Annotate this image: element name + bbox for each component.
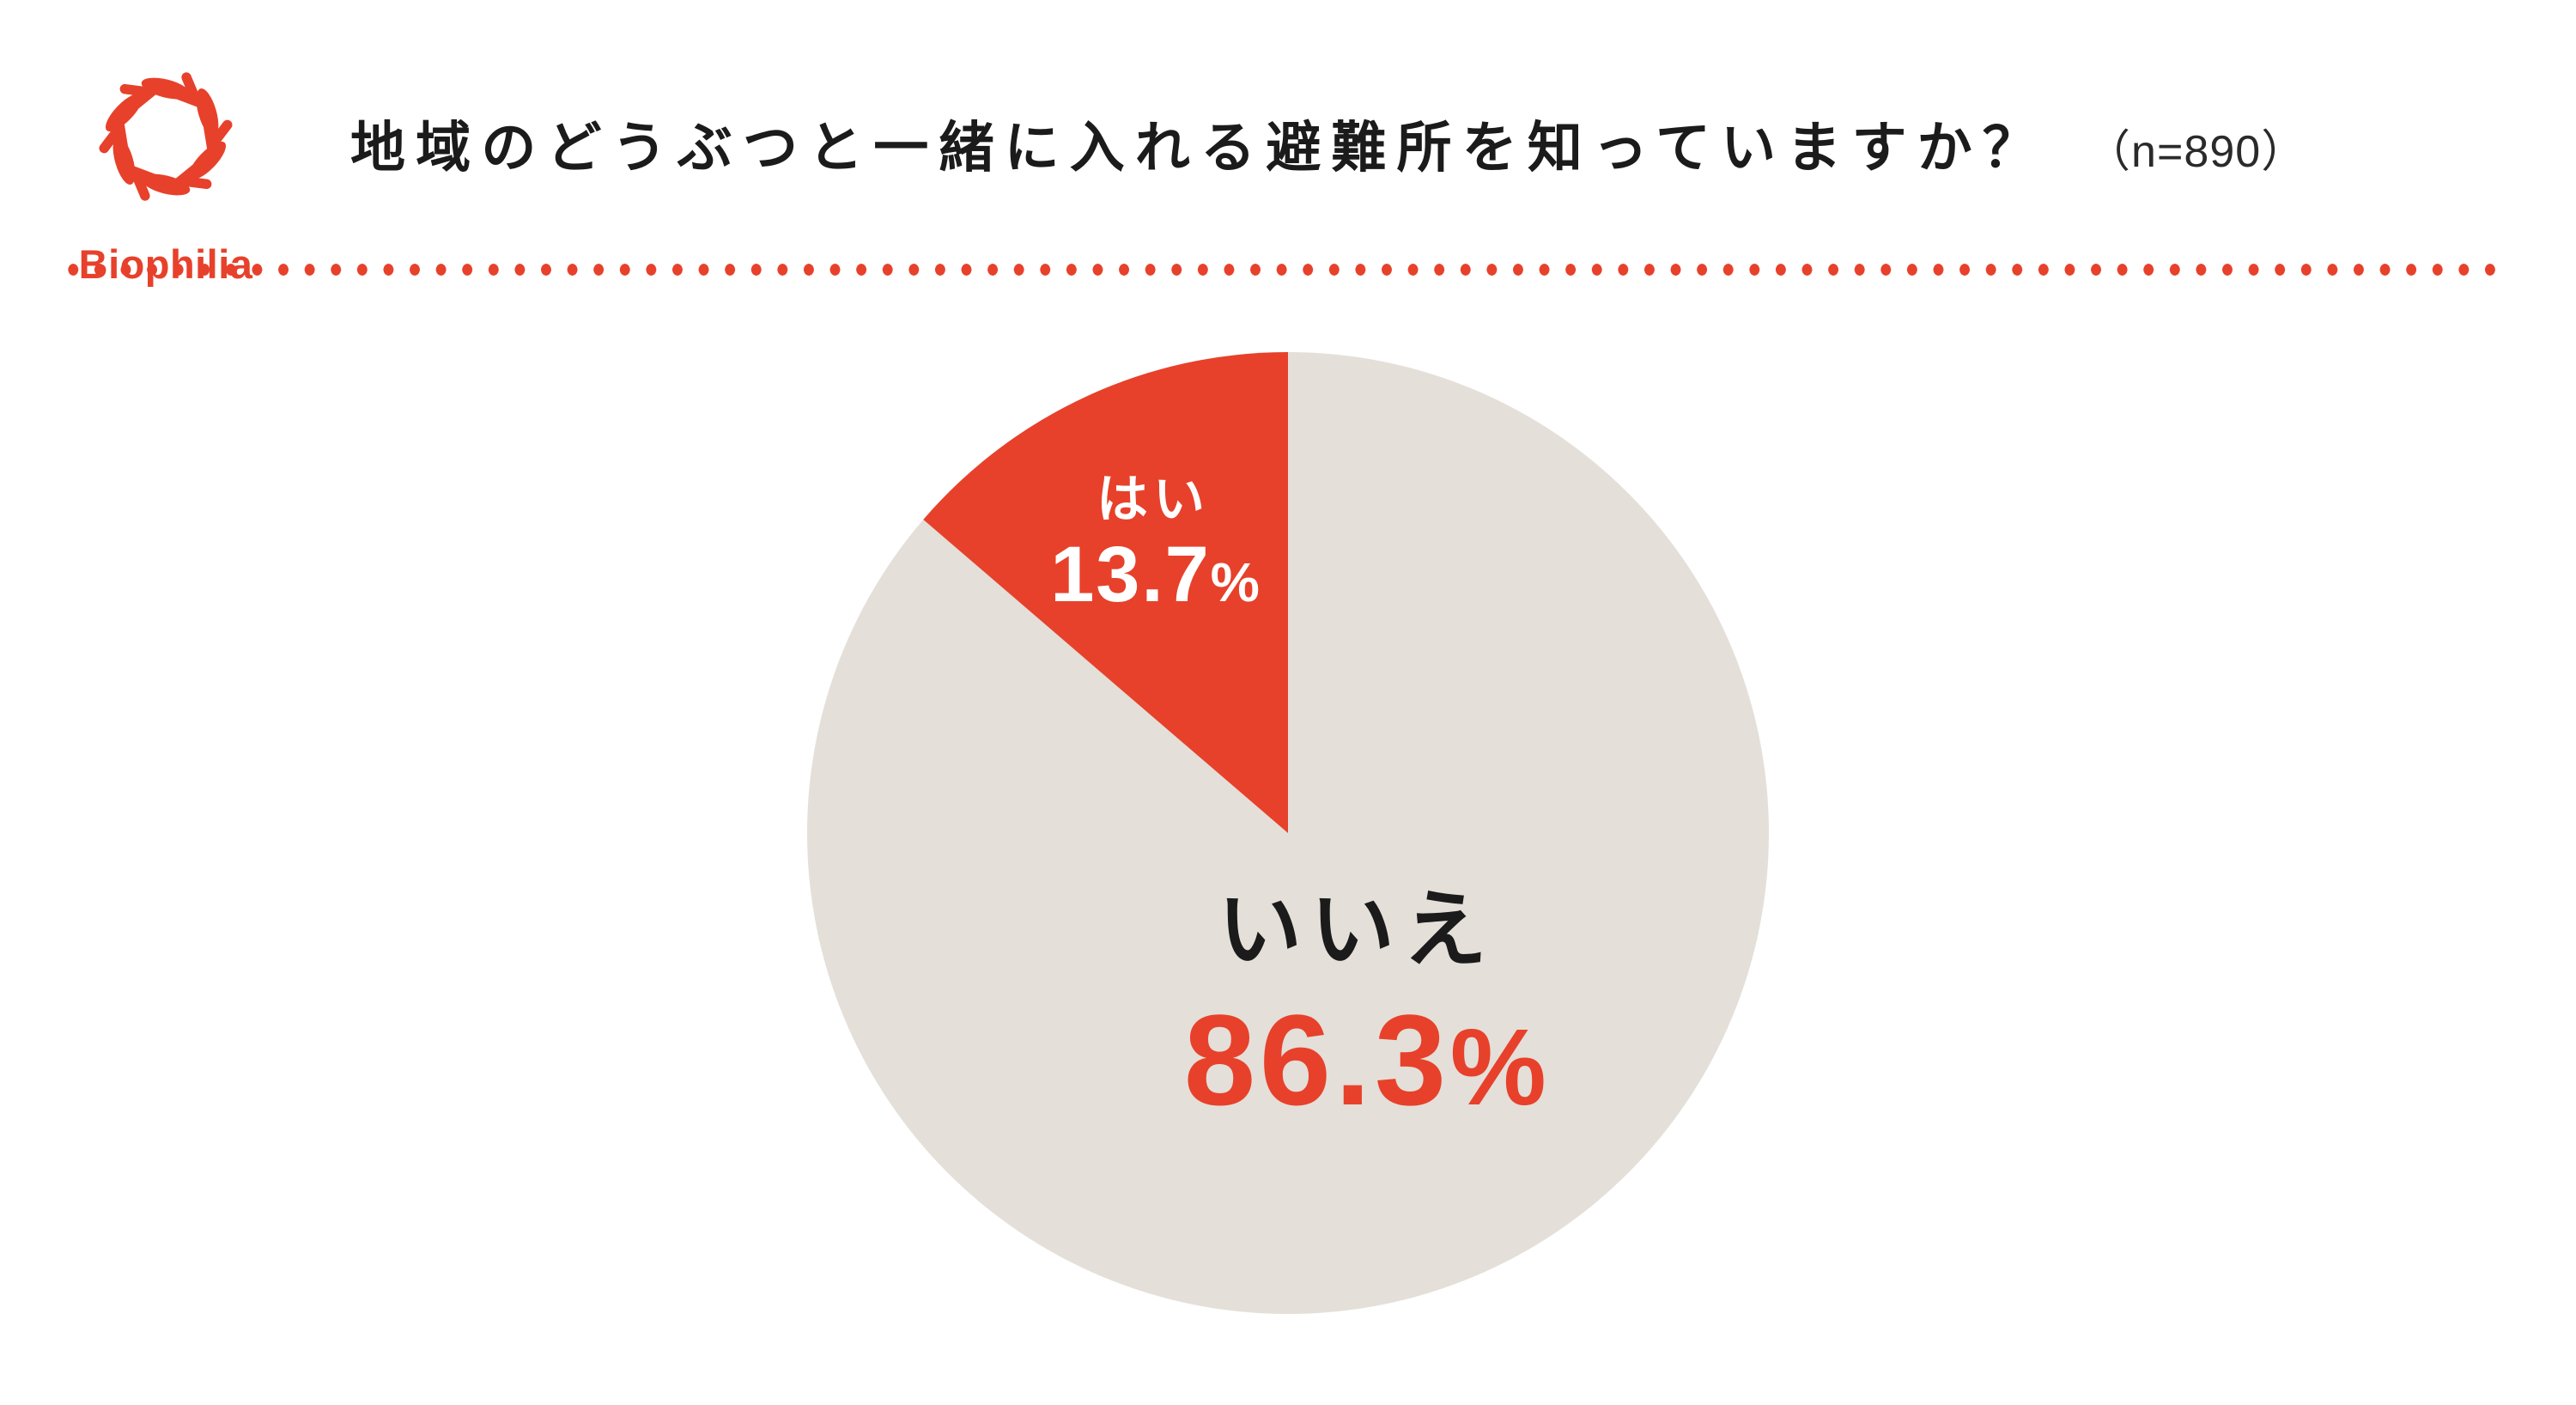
slice-label-no-text: いいえ bbox=[1218, 882, 1496, 976]
wreath-icon bbox=[99, 72, 233, 201]
slice-label-yes: はい bbox=[1097, 474, 1210, 526]
dotted-divider bbox=[60, 262, 2504, 277]
slice-value-yes-number: 13.7 bbox=[1050, 531, 1211, 618]
pie-slice-yes bbox=[923, 352, 1288, 833]
sample-size-note: （n=890） bbox=[2085, 127, 2307, 177]
slice-value-yes: 13.7% bbox=[1050, 535, 1261, 614]
biophilia-logo: Biophilia bbox=[76, 50, 256, 286]
wreath-leaves bbox=[99, 72, 233, 201]
slice-value-no: 86.3% bbox=[1184, 995, 1551, 1124]
pie-chart: はい 13.7% いいえ 86.3% bbox=[807, 352, 1769, 1314]
slice-value-yes-percent-sign: % bbox=[1210, 551, 1261, 613]
slice-label-no: いいえ bbox=[1218, 887, 1495, 971]
pie-svg bbox=[807, 352, 1769, 1314]
slice-label-yes-text: はい bbox=[1097, 471, 1210, 528]
slice-value-no-percent-sign: % bbox=[1449, 1007, 1551, 1128]
page-title: 地域のどうぶつと一緒に入れる避難所を知っていますか？ bbox=[350, 117, 2048, 179]
title-row: 地域のどうぶつと一緒に入れる避難所を知っていますか？ （n=890） bbox=[350, 115, 2306, 180]
slice-value-no-number: 86.3 bbox=[1183, 988, 1450, 1132]
